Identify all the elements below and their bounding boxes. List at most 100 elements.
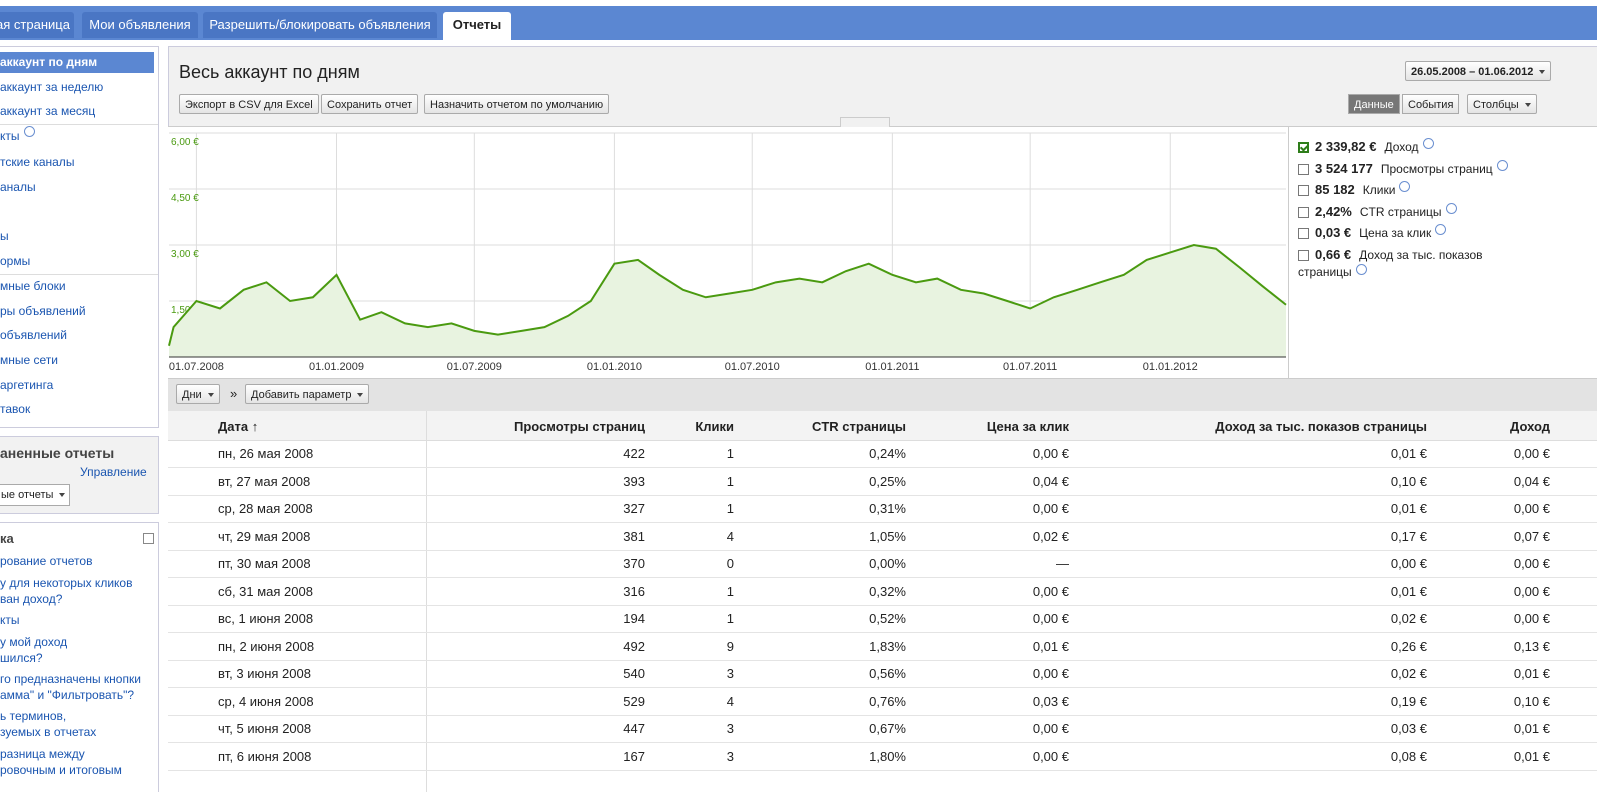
table-cell: 1,80% <box>869 748 906 764</box>
sidebar-link[interactable]: аккаунт по дням <box>0 52 154 73</box>
nav-tab[interactable]: Отчеты <box>443 12 511 40</box>
checkbox[interactable] <box>1298 206 1309 218</box>
table-cell: 0,01 € <box>1513 666 1550 681</box>
help-link[interactable]: ь терминов, <box>0 709 67 723</box>
line <box>168 243 1287 347</box>
table-cell: 1 <box>726 473 734 489</box>
table-cell: вс, 1 июня 2008 <box>218 611 314 626</box>
add-parameter[interactable]: Добавить параметр <box>245 384 370 404</box>
sidebar-link[interactable]: кты <box>0 126 150 147</box>
x-tick-label: 01.01.2010 <box>587 361 642 373</box>
table-cell: 0,00 € <box>1032 501 1069 516</box>
row-border <box>168 604 1597 606</box>
x-tick-label: 01.07.2011 <box>1003 361 1057 373</box>
table-cell: 0,31% <box>869 501 906 516</box>
table-cell: 0,10 € <box>1390 473 1427 489</box>
column-header[interactable]: Клики <box>695 419 734 434</box>
column-header[interactable]: CTR страницы <box>811 419 906 434</box>
y-tick-label: 6,00 € <box>171 137 199 148</box>
sidebar-link[interactable]: аналы <box>0 180 36 194</box>
help-link[interactable]: ровочным и итоговым <box>0 763 122 777</box>
table-cell: 0,00 € <box>1390 556 1427 571</box>
metric-value: 2 339,82 € <box>1315 139 1377 154</box>
sidebar-link[interactable]: аргетинга <box>0 378 54 392</box>
help-link[interactable]: ван доход? <box>0 592 63 606</box>
table-cell: 0,32% <box>869 583 906 599</box>
help-link[interactable]: у для некоторых кликов <box>0 576 133 590</box>
table-cell: 0,00 € <box>1032 446 1069 461</box>
table-cell: 0,10 € <box>1513 693 1550 709</box>
help-link[interactable]: у мой доход <box>0 635 68 649</box>
sidebar-link[interactable]: ы <box>0 229 9 243</box>
nav-tab[interactable]: Мои объявления <box>82 12 198 38</box>
help-link[interactable]: разница между <box>0 747 85 761</box>
column-header[interactable]: Доход <box>1510 419 1550 434</box>
collapse-icon[interactable] <box>143 533 154 544</box>
sidebar-link[interactable]: аккаунт за неделю <box>0 80 104 94</box>
sidebar-link[interactable]: аккаунт за месяц <box>0 104 96 118</box>
x-tick-label: 01.07.2009 <box>447 361 502 373</box>
metric-value: 2,42% <box>1315 203 1352 219</box>
column-header[interactable]: Дата ↑ <box>218 419 259 434</box>
sidebar-link[interactable]: тские каналы <box>0 155 75 169</box>
nav-tab[interactable]: ая страница <box>0 12 74 38</box>
sidebar-link[interactable]: мные блоки <box>0 279 66 293</box>
view-toggle[interactable]: События <box>1402 94 1460 114</box>
nav-tab[interactable]: Разрешить/блокировать объявления <box>203 12 437 38</box>
table-cell: 0,01 € <box>1390 446 1427 461</box>
table-cell: вт, 3 июня 2008 <box>218 666 311 681</box>
table-cell: 0,24% <box>869 446 906 461</box>
help-icon <box>1355 263 1367 275</box>
help-link[interactable]: амма" и "Фильтровать"? <box>0 688 135 702</box>
sidebar-link[interactable]: мные сети <box>0 353 58 367</box>
table-cell: ср, 28 мая 2008 <box>218 501 313 516</box>
metric-label: Клики <box>1362 183 1396 197</box>
checkbox[interactable] <box>1298 163 1309 175</box>
sidebar-link[interactable]: ормы <box>0 254 31 268</box>
view-toggle[interactable]: Данные <box>1348 94 1400 114</box>
help-link[interactable]: го предназначены кнопки <box>0 672 141 686</box>
help-link[interactable]: рование отчетов <box>0 554 93 568</box>
help-link[interactable]: шился? <box>0 651 43 665</box>
separator-text: » <box>230 386 238 401</box>
row-border <box>168 687 1597 688</box>
sidebar-link[interactable]: тавок <box>0 402 31 416</box>
table-cell: 3 <box>726 666 734 681</box>
checkbox[interactable] <box>1298 249 1309 261</box>
toolbar-button[interactable]: Экспорт в CSV для Excel <box>179 94 319 114</box>
metric-item: 2,42% CTR страницы <box>1298 202 1538 221</box>
metric-item: 2 339,82 € Доход <box>1298 138 1538 156</box>
dropdown-arrow <box>1539 70 1546 75</box>
column-header[interactable]: Цена за клик <box>986 419 1069 434</box>
column-header[interactable]: Просмотры страниц <box>514 419 645 434</box>
toolbar-button[interactable]: Назначить отчетом по умолчанию <box>424 94 610 114</box>
table-cell: 3 <box>726 721 734 736</box>
collapse-tab[interactable] <box>840 117 890 127</box>
table-cell: 0,00 € <box>1513 556 1550 571</box>
checkbox[interactable] <box>1298 228 1309 240</box>
table-cell: 1 <box>726 446 734 461</box>
table-cell: 1 <box>726 583 734 599</box>
table-cell: — <box>1056 556 1069 571</box>
period-select[interactable]: Дни <box>176 384 220 404</box>
column-header[interactable]: Доход за тыс. показов страницы <box>1215 419 1427 434</box>
sidebar-link[interactable]: ры объявлений <box>0 304 86 318</box>
metric-value: 85 182 <box>1315 182 1355 197</box>
dropdown-arrow <box>207 393 214 398</box>
toolbar-button[interactable]: Сохранить отчет <box>321 94 419 114</box>
table-cell: 0,02 € <box>1390 666 1427 681</box>
row-border <box>168 714 1597 716</box>
metric-label: Доход <box>1384 140 1419 154</box>
sidebar-link[interactable]: объявлений <box>0 328 67 342</box>
column-divider <box>426 411 427 792</box>
date-range-picker[interactable]: 26.05.2008 – 01.06.2012 <box>1405 61 1552 81</box>
help-link[interactable]: кты <box>0 613 20 627</box>
checkbox[interactable] <box>1298 185 1309 197</box>
checkbox[interactable] <box>1298 142 1309 154</box>
saved-reports-dropdown[interactable]: ые отчеты <box>0 484 71 506</box>
table-cell: 0,76% <box>869 693 906 709</box>
columns-button[interactable]: Столбцы <box>1467 94 1537 114</box>
help-link[interactable]: зуемых в отчетах <box>0 725 97 739</box>
manage-link[interactable]: Управление <box>80 465 147 479</box>
table-cell: 0,00 € <box>1513 501 1550 516</box>
